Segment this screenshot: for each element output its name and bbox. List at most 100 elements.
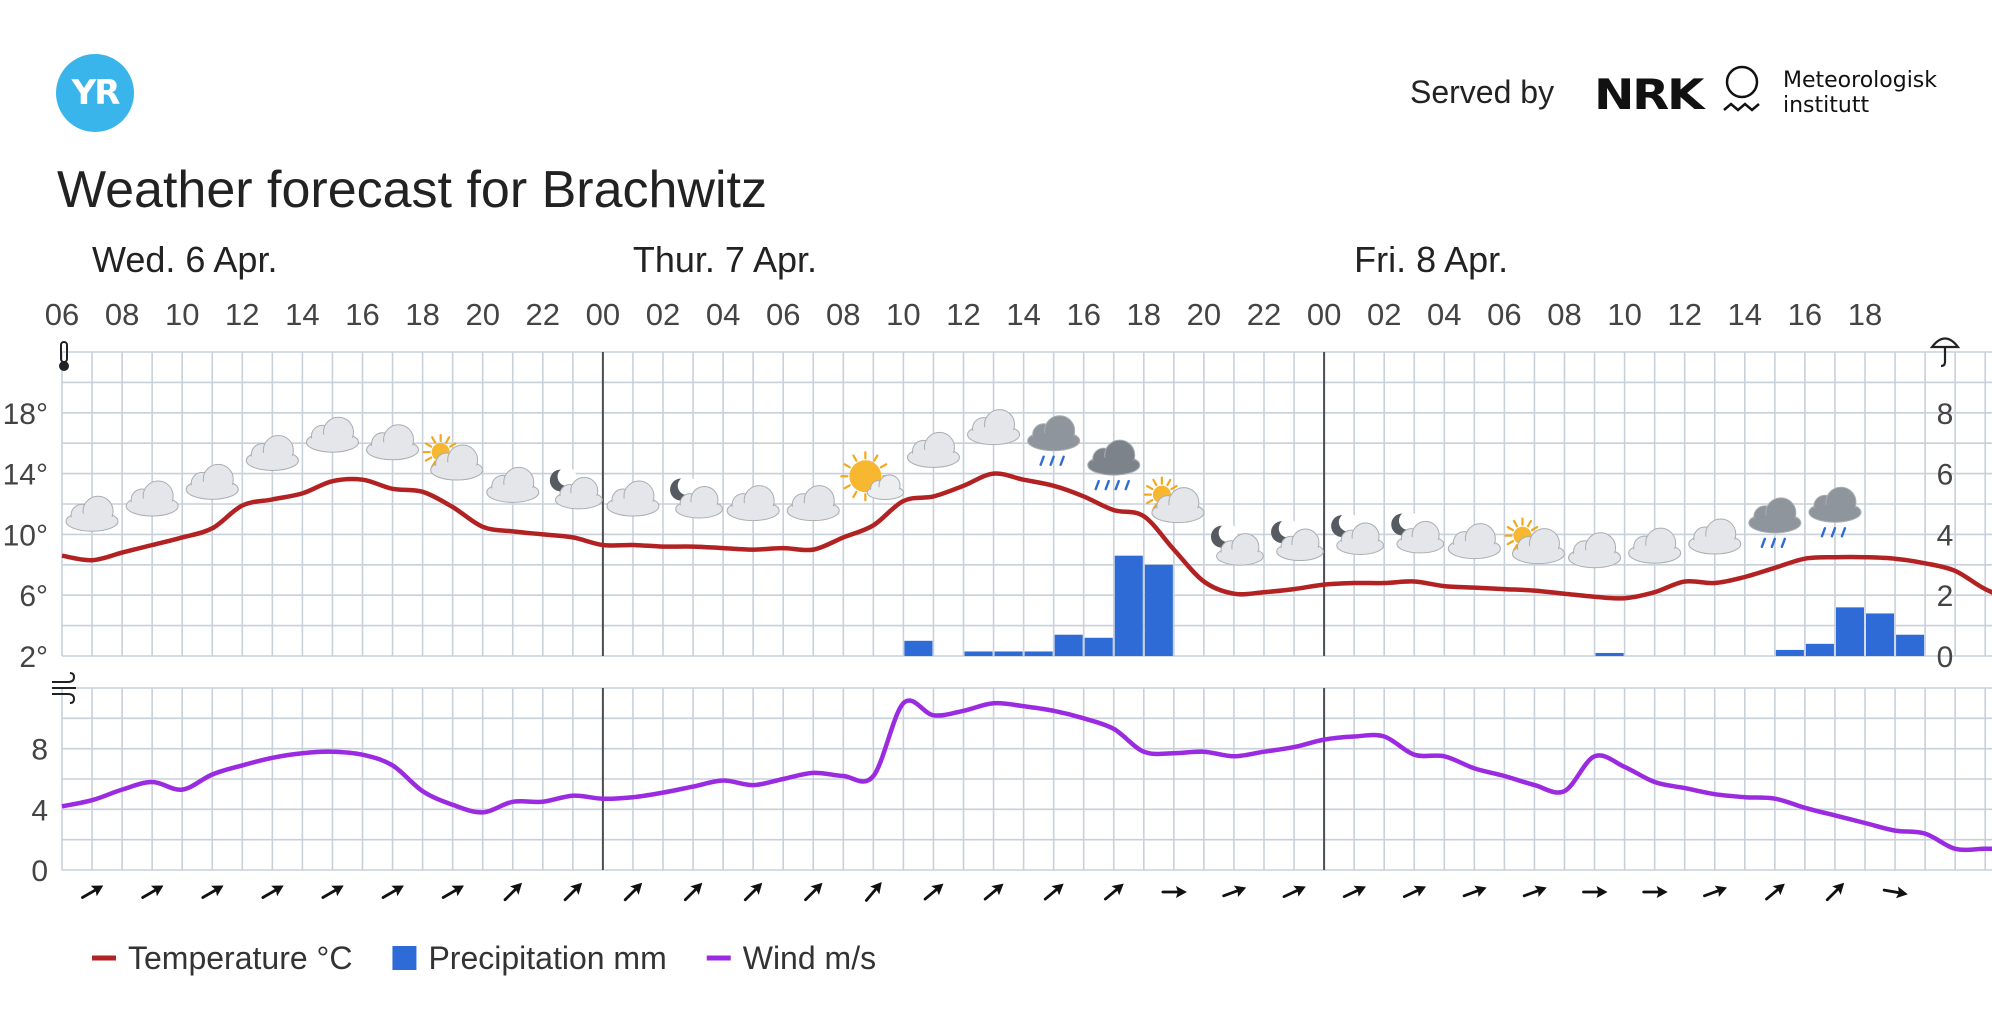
cloudy-icon: [185, 463, 239, 500]
precipitation-bar: [1805, 643, 1834, 656]
precipitation-bars: [904, 555, 1925, 656]
wind-arrow-icon: [503, 882, 522, 902]
hour-label: 18: [1127, 297, 1161, 332]
wind-series: [61, 698, 1992, 853]
precipitation-bar: [1024, 651, 1053, 656]
cloudy-icon: [65, 495, 119, 532]
met-name-line1: Meteorologisk: [1783, 68, 1938, 93]
hour-label: 12: [1667, 297, 1701, 332]
hour-label: 02: [646, 297, 680, 332]
hour-label: 00: [586, 297, 620, 332]
wind-arrow-icon: [1402, 885, 1427, 899]
partly-sunny-icon: [840, 451, 905, 502]
served-by-label: Served by: [1410, 74, 1555, 110]
cloudy-icon: [606, 480, 660, 517]
wind-arrow-icon: [1703, 885, 1728, 898]
temperature-tick: 2°: [19, 641, 48, 674]
cloudy-icon: [486, 466, 540, 503]
precipitation-bar: [1775, 649, 1804, 656]
hour-label: 22: [1247, 297, 1281, 332]
cloudy-icon: [366, 424, 420, 461]
legend: Temperature °C Precipitation mm Wind m/s: [92, 940, 876, 976]
wind-direction-arrows: [81, 882, 1908, 902]
wind-arrow-icon: [381, 885, 404, 899]
hour-label: 12: [225, 297, 259, 332]
precipitation-bar: [994, 651, 1023, 656]
temperature-line: [61, 471, 1992, 601]
wind-arrow-icon: [321, 885, 344, 899]
wind-arrow-icon: [201, 885, 224, 899]
wind-arrow-icon: [1282, 885, 1306, 899]
precipitation-bar: [1835, 607, 1864, 656]
wind-axis-ticks: 0 4 8: [31, 734, 48, 888]
wind-arrow-icon: [441, 885, 464, 899]
wind-grid: [61, 687, 1992, 871]
cloudy-night-icon: [1331, 512, 1385, 555]
nrk-logo[interactable]: NRK: [1594, 70, 1704, 119]
hour-label: 18: [1848, 297, 1882, 332]
wind-icon: [52, 672, 76, 704]
cloudy-icon: [1628, 527, 1682, 564]
legend-swatch: [392, 946, 417, 970]
hour-label: 10: [165, 297, 199, 332]
hour-label: 12: [946, 297, 980, 332]
hour-label: 20: [465, 297, 499, 332]
axis-icons: [52, 337, 1961, 704]
wind-arrow-icon: [1103, 883, 1124, 901]
wind-arrow-icon: [1882, 886, 1908, 899]
met-name-line2: institutt: [1783, 93, 1870, 118]
wind-arrow-icon: [683, 882, 703, 902]
hour-label: 06: [45, 297, 79, 332]
precipitation-axis-ticks: 0 2 4 6 8: [1937, 398, 1954, 674]
cloudy-night-icon: [1271, 518, 1324, 562]
forecast-chart: Wed. 6 Apr. Thur. 7 Apr. Fri. 8 Apr. 06 08 1…: [3, 239, 1992, 976]
precipitation-tick: 4: [1937, 519, 1954, 552]
weather-symbols: [65, 409, 1862, 569]
hour-label: 14: [1006, 297, 1040, 332]
yr-logo-text: YR: [71, 73, 121, 113]
hour-label: 04: [706, 297, 740, 332]
wind-tick: 4: [31, 794, 48, 827]
temperature-axis-ticks: 2° 6° 10° 14° 18°: [3, 398, 48, 674]
hour-label: 00: [1307, 297, 1341, 332]
partly-sunny-cloudy-icon: [1504, 517, 1565, 565]
wind-tick: 8: [31, 734, 48, 767]
light-rain-icon: [1748, 497, 1802, 549]
day-labels: Wed. 6 Apr. Thur. 7 Apr. Fri. 8 Apr.: [92, 239, 1508, 280]
partly-sunny-cloudy-icon: [422, 433, 484, 481]
temperature-tick: 6°: [19, 580, 48, 613]
cloudy-night-icon: [1391, 511, 1445, 554]
wind-arrow-icon: [81, 885, 104, 899]
precipitation-bar: [1084, 637, 1113, 656]
temperature-tick: 10°: [3, 519, 48, 552]
hour-label: 06: [1487, 297, 1521, 332]
wind-arrow-icon: [1342, 885, 1366, 899]
cloudy-icon: [305, 416, 359, 453]
precipitation-bar: [904, 640, 933, 656]
cloudy-night-icon: [1210, 523, 1264, 566]
precipitation-tick: 8: [1937, 398, 1954, 431]
wind-tick: 0: [31, 855, 48, 888]
precipitation-bar: [1114, 555, 1143, 656]
legend-item: Temperature °C: [92, 940, 352, 976]
hour-label: 08: [105, 297, 139, 332]
day-label: Fri. 8 Apr.: [1354, 239, 1508, 280]
hour-label: 04: [1427, 297, 1461, 332]
precipitation-bar: [1595, 652, 1624, 656]
partly-sunny-cloudy-icon: [1143, 476, 1205, 524]
cloudy-icon: [786, 485, 840, 522]
met-institute-logo-icon[interactable]: [1722, 64, 1766, 124]
hour-label: 02: [1367, 297, 1401, 332]
wind-arrow-icon: [983, 883, 1004, 901]
temperature-tick: 18°: [3, 398, 48, 431]
yr-logo[interactable]: YR: [56, 54, 134, 132]
wind-arrow-icon: [1642, 886, 1668, 898]
light-rain-icon: [1808, 486, 1862, 538]
precipitation-tick: 2: [1937, 580, 1954, 613]
met-institute-name: Meteorologisk institutt: [1783, 68, 1937, 118]
wind-arrow-icon: [923, 883, 944, 901]
cloudy-icon: [245, 434, 299, 471]
hour-label: 20: [1187, 297, 1221, 332]
precipitation-tick: 0: [1937, 641, 1954, 674]
cloudy-icon: [1447, 523, 1501, 560]
